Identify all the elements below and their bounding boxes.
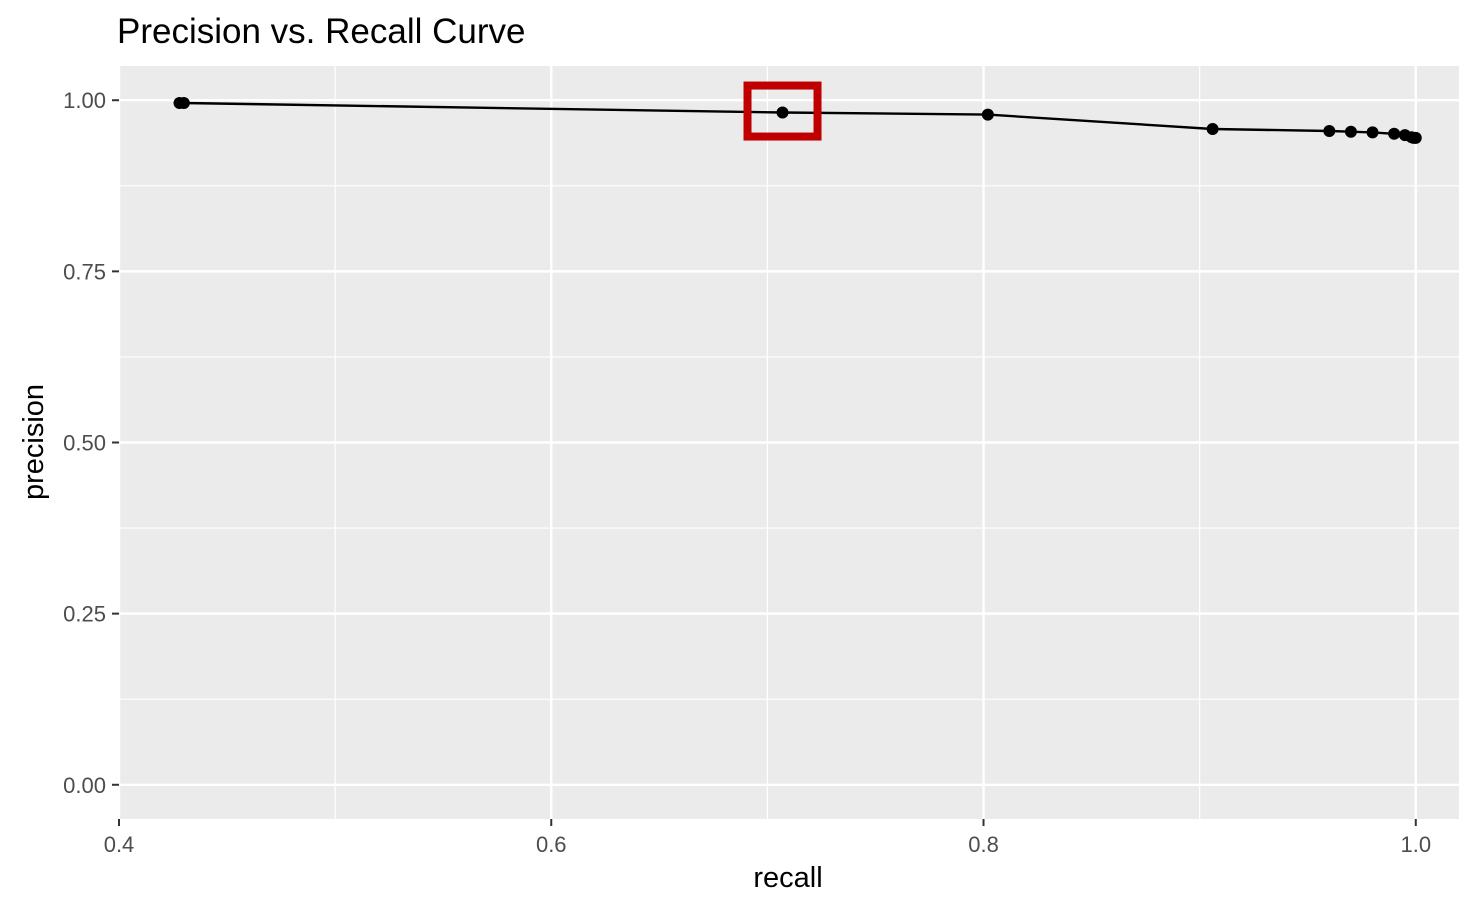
y-tick-label: 0.75	[63, 259, 106, 284]
chart-title: Precision vs. Recall Curve	[117, 12, 525, 51]
data-point	[776, 106, 789, 119]
x-tick-label: 0.4	[104, 832, 135, 857]
data-point	[1366, 126, 1379, 139]
data-point	[981, 108, 994, 121]
y-tick-label: 0.25	[63, 602, 106, 627]
axes: 0.4 0.6 0.8 1.0 0.00 0.25 0.50 0.75 1.00	[63, 88, 1431, 857]
data-point	[1323, 125, 1336, 138]
data-point	[1409, 131, 1422, 144]
series-layer	[173, 96, 1422, 144]
data-point	[1388, 127, 1401, 140]
y-axis-title: precision	[18, 384, 50, 500]
y-tick-label: 1.00	[63, 88, 106, 113]
x-tick-label: 0.8	[968, 832, 999, 857]
data-point	[177, 96, 190, 109]
y-tick-label: 0.50	[63, 431, 106, 456]
data-point	[1206, 122, 1219, 135]
grid-major	[117, 66, 1459, 819]
x-tick-label: 1.0	[1400, 832, 1431, 857]
x-axis-title: recall	[753, 862, 822, 894]
x-tick-label: 0.6	[536, 832, 567, 857]
highlight-box	[743, 81, 822, 141]
data-point	[1344, 125, 1357, 138]
highlight-layer	[743, 81, 822, 141]
y-tick-label: 0.00	[63, 773, 106, 798]
